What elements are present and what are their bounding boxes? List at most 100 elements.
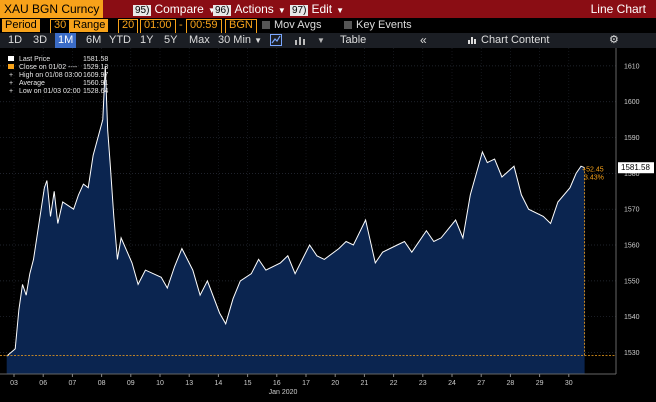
chevron-down-icon: ▼ <box>277 6 286 15</box>
legend-high: High on 01/08 03:00 <box>19 72 82 79</box>
x-tick-label: 13 <box>185 380 193 387</box>
chevron-down-icon: ▼ <box>254 36 263 45</box>
legend-close-value: 1529.13 <box>83 64 108 71</box>
y-tick-label: 1540 <box>624 314 640 321</box>
x-tick-label: 28 <box>507 380 515 387</box>
compare-menu[interactable]: 95) Compare ▼ <box>133 0 216 18</box>
tab-1m[interactable]: 1M <box>55 33 77 48</box>
average-marker-icon: + <box>9 80 13 87</box>
tab-3d[interactable]: 3D <box>33 34 48 46</box>
x-tick-label: 14 <box>215 380 223 387</box>
key-events-toggle[interactable]: Key Events <box>344 19 412 32</box>
time-from-field[interactable]: 01:00 <box>140 19 176 34</box>
change-value: +52.45 <box>582 167 604 174</box>
price-line <box>6 65 585 357</box>
y-tick-label: 1580 <box>624 171 640 178</box>
legend-average-value: 1560.91 <box>83 80 108 87</box>
y-tick-label: 1530 <box>624 350 640 357</box>
chevron-down-icon: ▼ <box>207 6 216 15</box>
y-tick-label: 1600 <box>624 99 640 106</box>
last-price-tag-value: 1581.58 <box>621 163 650 172</box>
double-chevron-left-icon[interactable]: « <box>420 33 427 47</box>
tab-max[interactable]: Max <box>189 34 210 46</box>
legend-low-value: 1528.64 <box>83 88 108 95</box>
x-tick-label: 29 <box>536 380 544 387</box>
range-value-field[interactable]: 20 <box>118 19 139 34</box>
gear-icon[interactable]: ⚙ <box>609 34 619 46</box>
chevron-down-icon: ▼ <box>336 6 345 15</box>
legend-high-value: 1609.97 <box>83 72 108 79</box>
security-ticker[interactable]: XAU BGN Curncy <box>0 0 104 18</box>
range-label: Range <box>70 19 109 32</box>
last-price-swatch <box>8 56 14 61</box>
x-tick-label: 09 <box>127 380 135 387</box>
source-field[interactable]: BGN <box>225 19 257 34</box>
change-percent: 3.43% <box>584 175 604 182</box>
edit-menu[interactable]: 97) Edit ▼ <box>290 0 344 18</box>
x-tick-label: 21 <box>361 380 369 387</box>
y-axis-ticks: 1530 1540 1550 1560 1570 1580 1590 1600 1610 <box>624 63 640 357</box>
x-tick-label: 27 <box>477 380 485 387</box>
command-bar: XAU BGN Curncy 95) Compare ▼ 96) Actions ▼ 9… <box>0 0 656 18</box>
tab-5y[interactable]: 5Y <box>164 34 178 46</box>
x-tick-label: 03 <box>10 380 18 387</box>
checkbox-icon <box>344 21 352 30</box>
legend-last-price: Last Price <box>19 56 50 63</box>
checkbox-icon <box>262 21 270 30</box>
price-area <box>6 66 585 374</box>
y-tick-label: 1590 <box>624 135 640 142</box>
last-price-tag: 1581.58 <box>618 162 654 174</box>
close-swatch <box>8 64 14 69</box>
legend-average: Average <box>19 80 45 87</box>
legend-close: Close on 01/02 ---- <box>19 64 78 71</box>
interval-label: 30 Min <box>218 34 252 46</box>
x-tick-label: 24 <box>448 380 456 387</box>
x-axis-label: Jan 2020 <box>269 389 298 396</box>
x-tick-label: 06 <box>39 380 47 387</box>
actions-menu-number: 96) <box>213 5 232 16</box>
x-axis-ticks: 03 06 07 08 09 10 13 14 15 16 17 20 21 22 23 24 27 28 29 30 <box>10 374 573 387</box>
chart-content-icon <box>467 35 477 48</box>
line-chart-icon[interactable] <box>270 34 282 49</box>
x-tick-label: 20 <box>331 380 339 387</box>
period-value-field[interactable]: 30 <box>50 19 71 34</box>
x-tick-label: 22 <box>390 380 398 387</box>
x-tick-label: 10 <box>156 380 164 387</box>
tab-1d[interactable]: 1D <box>8 34 23 46</box>
compare-menu-label: Compare <box>154 2 204 16</box>
period-toolbar: 1D 3D 1M 6M YTD 1Y 5Y Max 30 Min ▼ ▼ Tab… <box>0 33 656 48</box>
time-to-field[interactable]: 00:59 <box>186 19 222 34</box>
actions-menu-label: Actions <box>234 2 274 16</box>
legend-last-price-value: 1581.58 <box>83 56 108 63</box>
tab-1y[interactable]: 1Y <box>140 34 154 46</box>
interval-select[interactable]: 30 Min ▼ <box>218 33 262 48</box>
x-tick-label: 07 <box>69 380 77 387</box>
mov-avgs-toggle[interactable]: Mov Avgs <box>262 19 322 32</box>
y-tick-label: 1610 <box>624 63 640 70</box>
x-tick-label: 15 <box>244 380 252 387</box>
edit-menu-label: Edit <box>311 2 333 16</box>
bar-chart-icon[interactable] <box>294 34 306 49</box>
edit-menu-number: 97) <box>290 5 309 16</box>
y-tick-label: 1560 <box>624 243 640 250</box>
legend-low: Low on 01/03 02:00 <box>19 88 81 95</box>
time-separator: - <box>179 19 183 31</box>
legend: Last Price 1581.58 Close on 01/02 ---- 1… <box>8 56 108 95</box>
low-marker-icon: + <box>9 88 13 95</box>
period-label: Period <box>2 19 40 32</box>
x-tick-label: 16 <box>273 380 281 387</box>
tab-6m[interactable]: 6M <box>86 34 102 46</box>
x-tick-label: 17 <box>302 380 310 387</box>
chart-type-title: Line Chart <box>590 2 646 16</box>
x-tick-label: 30 <box>565 380 573 387</box>
x-tick-label: 08 <box>98 380 106 387</box>
chart-content-button[interactable]: Chart Content <box>481 34 550 46</box>
compare-menu-number: 95) <box>133 5 152 16</box>
tab-ytd[interactable]: YTD <box>109 34 131 46</box>
table-button[interactable]: Table <box>340 34 367 46</box>
key-events-label: Key Events <box>356 19 412 31</box>
actions-menu[interactable]: 96) Actions ▼ <box>213 0 286 18</box>
chevron-down-icon[interactable]: ▼ <box>317 36 325 45</box>
mov-avgs-label: Mov Avgs <box>274 19 322 31</box>
